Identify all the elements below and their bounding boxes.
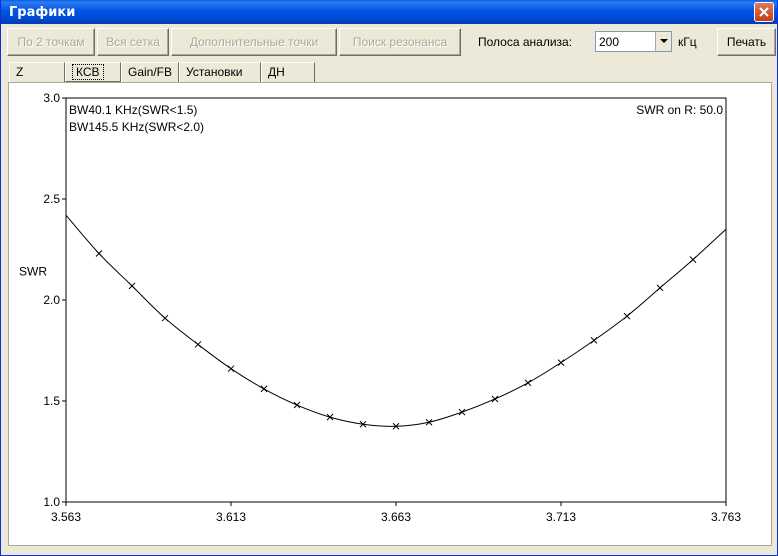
y-tick-label: 2.5: [43, 192, 60, 206]
swr-reference-label: SWR on R: 50.0: [636, 103, 723, 117]
swr-data-point: [458, 408, 466, 416]
chart-panel: 1.0 1.5 2.0 2.5 3.0 3.563 3.613 3.663 3.713 3.763…: [8, 82, 772, 546]
plot-frame: [65, 97, 727, 503]
y-tick-label: 2.0: [43, 293, 60, 307]
tab-gain-fb[interactable]: Gain/FB: [121, 62, 179, 82]
swr-data-point: [392, 422, 400, 430]
tab-swr[interactable]: КСВ: [65, 62, 121, 82]
swr-data-point: [689, 256, 697, 263]
bandwidth-annotation: BW145.5 KHz(SWR<2.0): [69, 120, 204, 134]
swr-data-point: [161, 314, 169, 322]
swr-data-point: [260, 385, 268, 393]
tab-label: КСВ: [72, 64, 104, 80]
bandwidth-annotation: BW40.1 KHz(SWR<1.5): [69, 103, 197, 117]
print-button[interactable]: Печать: [717, 28, 776, 56]
y-axis-label: SWR: [19, 265, 47, 279]
band-label: Полоса анализа:: [478, 35, 573, 49]
swr-data-point: [293, 401, 301, 409]
chevron-down-icon: [660, 39, 668, 43]
swr-data-point: [425, 418, 433, 426]
by-two-points-button[interactable]: По 2 точкам: [7, 28, 95, 56]
x-tick-label: 3.663: [381, 510, 411, 524]
swr-data-point: [524, 379, 532, 387]
close-button[interactable]: [754, 2, 774, 22]
band-select[interactable]: 200: [595, 31, 672, 52]
swr-data-point: [656, 284, 664, 292]
tab-z[interactable]: Z: [9, 62, 65, 82]
window-title: Графики: [9, 5, 76, 20]
x-tick-label: 3.563: [51, 510, 81, 524]
y-tick-label: 1.5: [43, 394, 60, 408]
find-resonance-button[interactable]: Поиск резонанса: [339, 28, 461, 56]
tab-label: Z: [16, 65, 24, 79]
swr-data-point: [623, 312, 631, 320]
swr-chart: 1.0 1.5 2.0 2.5 3.0 3.563 3.613 3.663 3.713 3.763…: [19, 91, 741, 524]
tab-pattern[interactable]: ДН: [261, 62, 315, 82]
swr-data-point: [491, 395, 499, 403]
toolbar: По 2 точкам Вся сетка Дополнительные точ…: [1, 26, 777, 60]
close-icon: [759, 7, 769, 17]
x-tick-label: 3.613: [216, 510, 246, 524]
swr-series-line: [65, 214, 727, 427]
tab-label: Gain/FB: [128, 65, 173, 79]
swr-data-point: [326, 413, 334, 421]
swr-data-point: [359, 420, 367, 428]
tab-label: Установки: [186, 65, 243, 79]
whole-grid-button[interactable]: Вся сетка: [97, 28, 169, 56]
swr-data-point: [128, 282, 136, 290]
tab-strip: Z КСВ Gain/FB Установки ДН: [9, 62, 319, 82]
x-tick-label: 3.713: [546, 510, 576, 524]
swr-data-point: [194, 341, 202, 348]
band-value: 200: [599, 35, 620, 49]
tab-settings[interactable]: Установки: [179, 62, 261, 82]
swr-data-point: [557, 359, 565, 366]
band-unit: кГц: [678, 35, 697, 49]
y-tick-label: 3.0: [43, 91, 60, 105]
band-dropdown-button[interactable]: [655, 32, 671, 51]
swr-data-point: [95, 250, 103, 257]
tab-label: ДН: [268, 65, 285, 79]
extra-points-button[interactable]: Дополнительные точки: [171, 28, 337, 56]
y-tick-label: 1.0: [43, 495, 60, 509]
x-tick-label: 3.763: [711, 510, 741, 524]
swr-data-point: [590, 337, 598, 344]
swr-data-point: [227, 365, 235, 373]
title-bar[interactable]: Графики: [1, 0, 777, 24]
